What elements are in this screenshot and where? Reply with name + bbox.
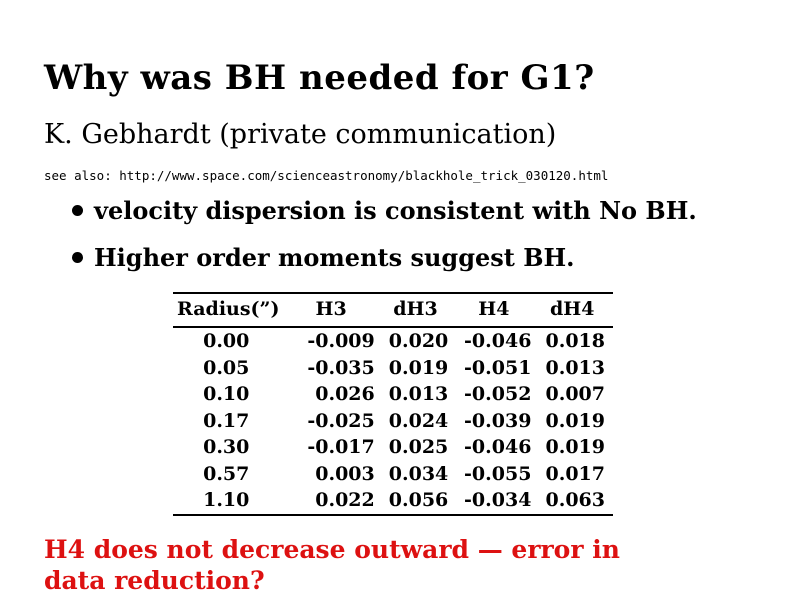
bullet-text: Higher order moments suggest BH. (94, 243, 575, 272)
table-cell: 0.013 (545, 356, 606, 379)
table-cell: 0.034 (388, 462, 449, 485)
bullet-item: velocity dispersion is consistent with N… (72, 196, 697, 226)
table-cell: 0.018 (545, 330, 606, 352)
table-cell: 0.063 (545, 489, 606, 511)
page-title: Why was BH needed for G1? (44, 58, 595, 98)
table-cell: -0.051 (464, 356, 532, 379)
column-header: H4 (456, 293, 540, 328)
table-cell: -0.055 (464, 462, 532, 485)
table-cell: 0.020 (388, 330, 449, 352)
table-cell: 0.019 (388, 356, 449, 379)
bullet-item: Higher order moments suggest BH. (72, 243, 697, 273)
table-cell: -0.009 (307, 330, 375, 352)
table-cell: -0.034 (464, 489, 532, 511)
table-cell: -0.052 (464, 383, 532, 405)
slide-subtitle: K. Gebhardt (private communication) (44, 119, 557, 150)
table-body: 0.00 -0.009 0.020 -0.046 0.018 0.05 -0.035 0.01… (173, 327, 613, 515)
table-cell: -0.017 (307, 436, 375, 458)
table-cell: 0.025 (388, 436, 449, 458)
table-cell: 0.00 (203, 330, 250, 352)
bullet-icon (72, 252, 83, 263)
table-cell: 0.30 (203, 436, 250, 458)
column-header: Radius(”) (173, 293, 288, 328)
bullet-icon (72, 205, 83, 216)
table-row: 0.00 -0.009 0.020 -0.046 0.018 (173, 327, 613, 355)
table-cell: 1.10 (203, 489, 250, 511)
table-cell: 0.019 (545, 409, 606, 432)
bullet-text: velocity dispersion is consistent with N… (94, 196, 697, 225)
table-cell: 0.022 (315, 489, 375, 511)
table-cell: -0.035 (307, 356, 375, 379)
column-header: H3 (287, 293, 383, 328)
see-also-url: see also: http://www.space.com/scienceas… (44, 168, 609, 183)
table-cell: 0.05 (203, 356, 250, 379)
table-cell: 0.026 (315, 383, 375, 405)
note-text: H4 does not decrease outward — error in … (44, 535, 620, 595)
table-cell: -0.046 (464, 330, 532, 352)
table-row: 0.05 -0.035 0.019 -0.051 0.013 (173, 355, 613, 382)
table-cell: 0.007 (545, 383, 606, 405)
table-cell: 0.056 (388, 489, 449, 511)
table-cell: 0.17 (203, 409, 250, 432)
column-header: dH3 (382, 293, 457, 328)
bullet-list: velocity dispersion is consistent with N… (72, 196, 697, 273)
table-row: 0.10 0.026 0.013 -0.052 0.007 (173, 381, 613, 408)
table-cell: -0.046 (464, 436, 532, 458)
table-cell: 0.024 (388, 409, 449, 432)
table-header-row: Radius(”) H3 dH3 H4 dH4 (173, 293, 613, 328)
table-row: 1.10 0.022 0.056 -0.034 0.063 (173, 487, 613, 515)
column-header: dH4 (539, 293, 613, 328)
table-cell: 0.013 (388, 383, 449, 405)
table-cell: -0.039 (464, 409, 532, 432)
moments-table: Radius(”) H3 dH3 H4 dH4 0.00 -0.009 0.020 -0.04… (173, 292, 613, 516)
table-cell: 0.003 (315, 462, 375, 485)
table-row: 0.30 -0.017 0.025 -0.046 0.019 (173, 434, 613, 461)
table-cell: 0.57 (203, 462, 250, 485)
table-cell: 0.10 (203, 383, 250, 405)
table-row: 0.57 0.003 0.034 -0.055 0.017 (173, 461, 613, 488)
table-cell: 0.019 (545, 436, 606, 458)
table-cell: -0.025 (307, 409, 375, 432)
table-row: 0.17 -0.025 0.024 -0.039 0.019 (173, 408, 613, 435)
table-cell: 0.017 (545, 462, 606, 485)
